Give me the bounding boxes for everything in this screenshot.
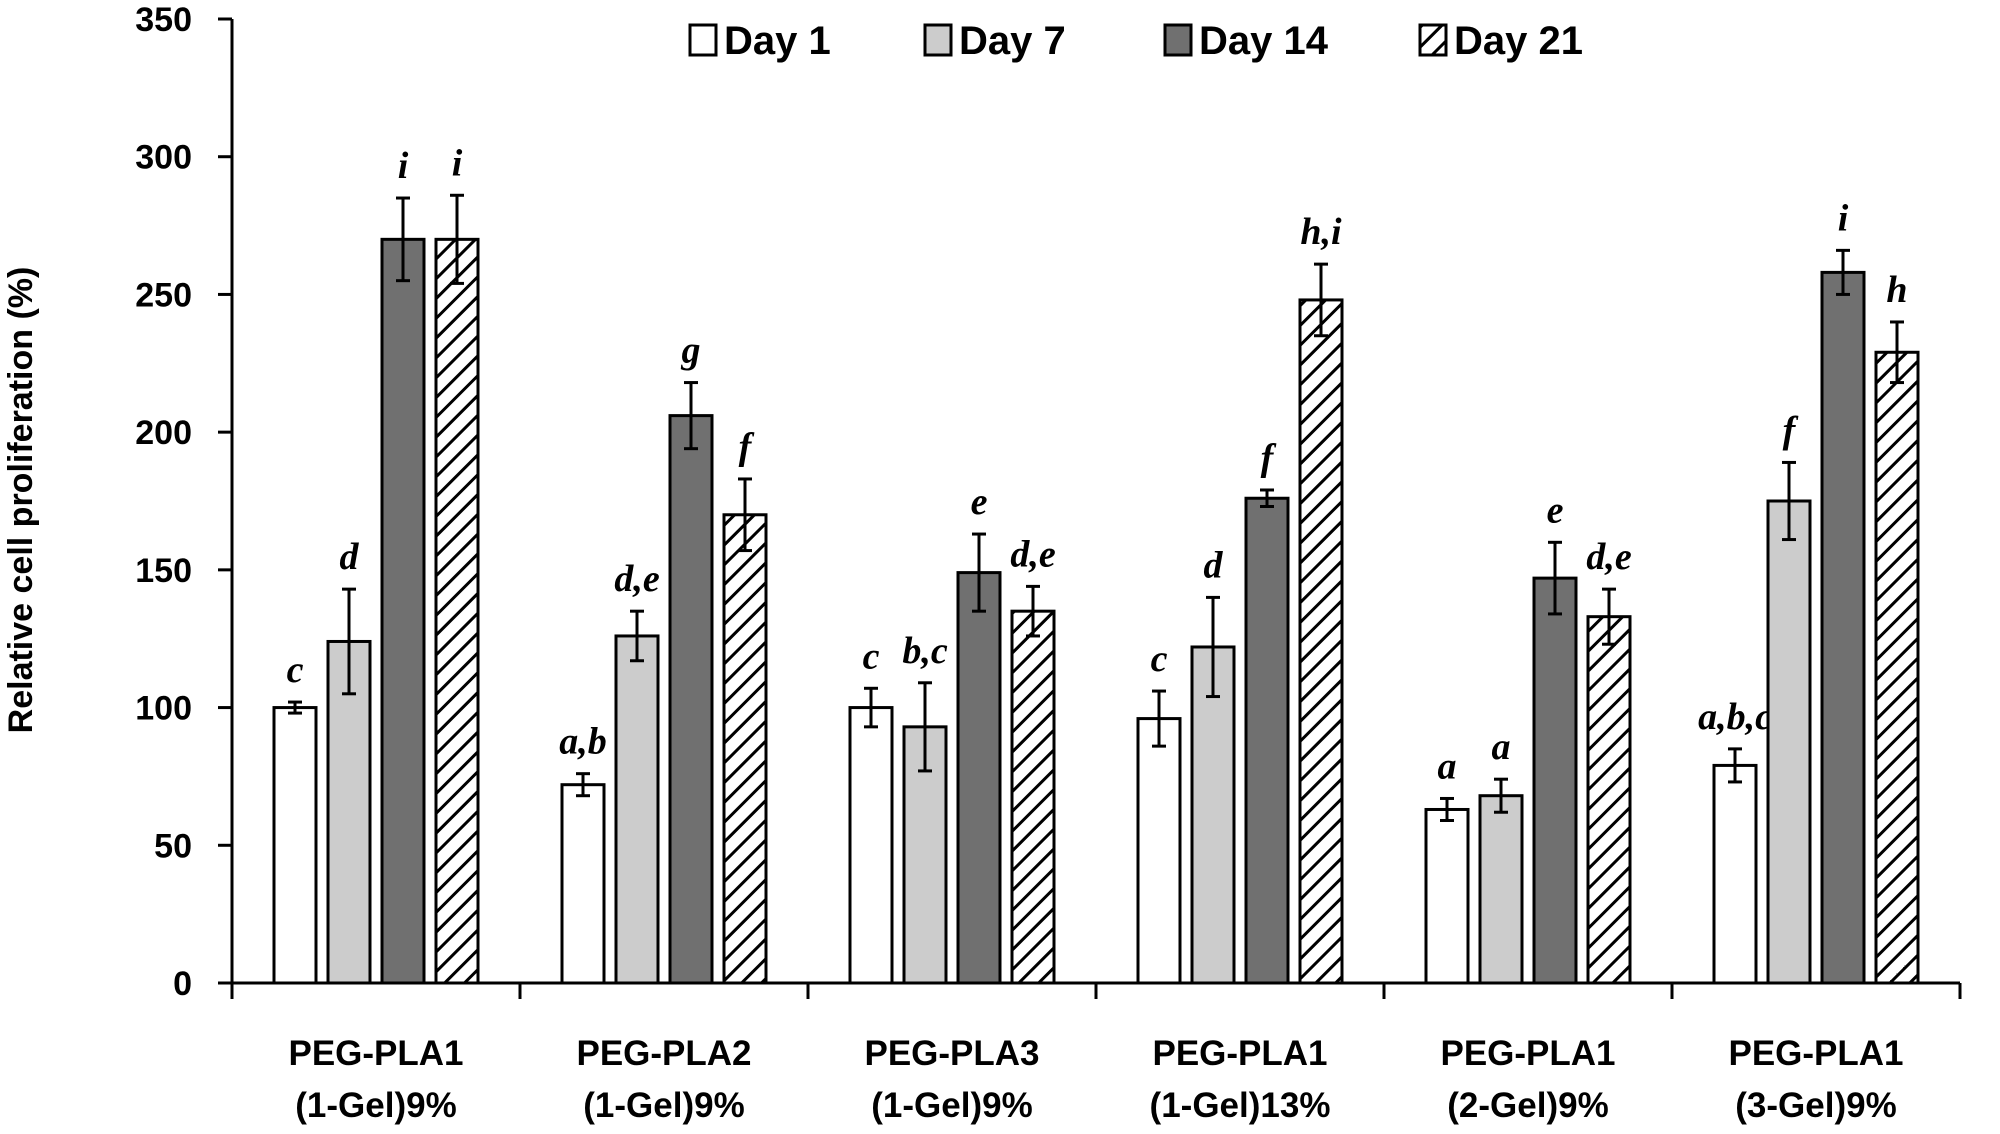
bar <box>380 237 426 985</box>
bar <box>1424 807 1470 985</box>
significance-label: c <box>1151 638 1168 680</box>
significance-label: e <box>1547 489 1564 531</box>
bar-group: c d f h,i <box>1136 211 1344 985</box>
significance-label: d,e <box>1586 536 1632 578</box>
bar-group: a,b d,e g f <box>559 330 768 985</box>
significance-label: d,e <box>614 558 660 600</box>
significance-label: b,c <box>902 630 948 672</box>
y-axis-title: Relative cell proliferation (%) <box>2 267 40 734</box>
bar <box>1820 270 1866 985</box>
bar <box>1586 615 1632 985</box>
x-tick-label-line2: (1-Gel)9% <box>295 1086 456 1125</box>
y-axis: 0 50 100 150 200 250 300 350 <box>135 1 234 1003</box>
significance-label: i <box>398 145 409 187</box>
x-tick-label-line1: PEG-PLA1 <box>1152 1034 1327 1073</box>
bar <box>272 706 318 985</box>
legend-swatch <box>688 23 718 57</box>
bar <box>1532 576 1578 985</box>
bar <box>1190 645 1236 985</box>
x-tick-labels: PEG-PLA1 (1-Gel)9% PEG-PLA2 (1-Gel)9% PEG-PL… <box>288 1034 1903 1125</box>
bar-group: c b,c e d,e <box>848 481 1056 985</box>
legend-item: Day 7 <box>923 19 1066 63</box>
significance-label: a,b <box>559 721 607 763</box>
legend-swatch <box>923 23 953 57</box>
significance-label: e <box>971 481 988 523</box>
legend-item: Day 1 <box>688 19 831 63</box>
bar <box>1298 298 1344 985</box>
bar <box>722 513 768 985</box>
significance-label: i <box>452 142 463 184</box>
bar <box>560 783 606 985</box>
y-tick-label: 300 <box>135 139 192 177</box>
significance-label: f <box>1783 409 1799 451</box>
significance-label: f <box>739 426 755 468</box>
y-tick-label: 200 <box>135 414 192 452</box>
x-tick-label-line1: PEG-PLA1 <box>1440 1034 1615 1073</box>
y-tick-label: 50 <box>154 827 192 865</box>
significance-label: h <box>1886 269 1907 311</box>
x-tick-label-line2: (1-Gel)9% <box>583 1086 744 1125</box>
legend-label: Day 1 <box>724 19 831 63</box>
significance-label: f <box>1261 437 1277 479</box>
bar <box>1712 763 1758 985</box>
y-tick-label: 250 <box>135 276 192 314</box>
bar <box>848 706 894 985</box>
significance-label: c <box>287 649 304 691</box>
legend-swatch <box>1163 23 1193 57</box>
legend-label: Day 21 <box>1454 19 1583 63</box>
significance-label: d <box>1204 544 1224 586</box>
y-tick-label: 100 <box>135 690 192 728</box>
legend-item: Day 14 <box>1163 19 1329 63</box>
significance-label: a <box>1492 726 1511 768</box>
x-tick-label-line2: (1-Gel)13% <box>1150 1086 1331 1125</box>
x-tick-label-line2: (2-Gel)9% <box>1447 1086 1608 1125</box>
significance-label: i <box>1838 197 1849 239</box>
x-tick-label-line1: PEG-PLA1 <box>1728 1034 1903 1073</box>
significance-label: c <box>863 635 880 677</box>
significance-label: d,e <box>1010 533 1056 575</box>
x-tick-label-line2: (3-Gel)9% <box>1735 1086 1896 1125</box>
legend-label: Day 14 <box>1199 19 1329 63</box>
significance-label: a <box>1438 745 1457 787</box>
x-tick-label-line2: (1-Gel)9% <box>871 1086 1032 1125</box>
legend: Day 1 Day 7 Day 14 Day 21 <box>688 19 1583 63</box>
bar <box>668 414 714 985</box>
bar <box>1478 794 1524 985</box>
bar <box>1874 350 1920 985</box>
significance-label: d <box>340 536 360 578</box>
bar-group: a a e d,e <box>1424 489 1632 985</box>
y-tick-label: 0 <box>173 965 192 1003</box>
legend-label: Day 7 <box>959 19 1066 63</box>
significance-label: h,i <box>1300 211 1342 253</box>
x-axis <box>218 981 1962 999</box>
x-tick-label-line1: PEG-PLA2 <box>576 1034 751 1073</box>
y-tick-label: 350 <box>135 1 192 39</box>
x-tick-label-line1: PEG-PLA1 <box>288 1034 463 1073</box>
bar <box>1136 717 1182 985</box>
significance-label: a,b,c <box>1698 696 1772 738</box>
y-tick-label: 150 <box>135 552 192 590</box>
bar-group: a,b,c f ih <box>1698 197 1920 985</box>
bar <box>614 634 660 985</box>
bar-group: c d i i <box>272 142 480 985</box>
legend-item: Day 21 <box>1418 19 1583 63</box>
bar <box>326 639 372 985</box>
bar <box>956 571 1002 985</box>
bar <box>1010 609 1056 985</box>
legend-swatch <box>1418 23 1448 57</box>
x-tick-label-line1: PEG-PLA3 <box>864 1034 1039 1073</box>
bar <box>1766 499 1812 985</box>
bar <box>1244 496 1290 985</box>
bar <box>434 237 480 985</box>
significance-label: g <box>681 330 701 372</box>
